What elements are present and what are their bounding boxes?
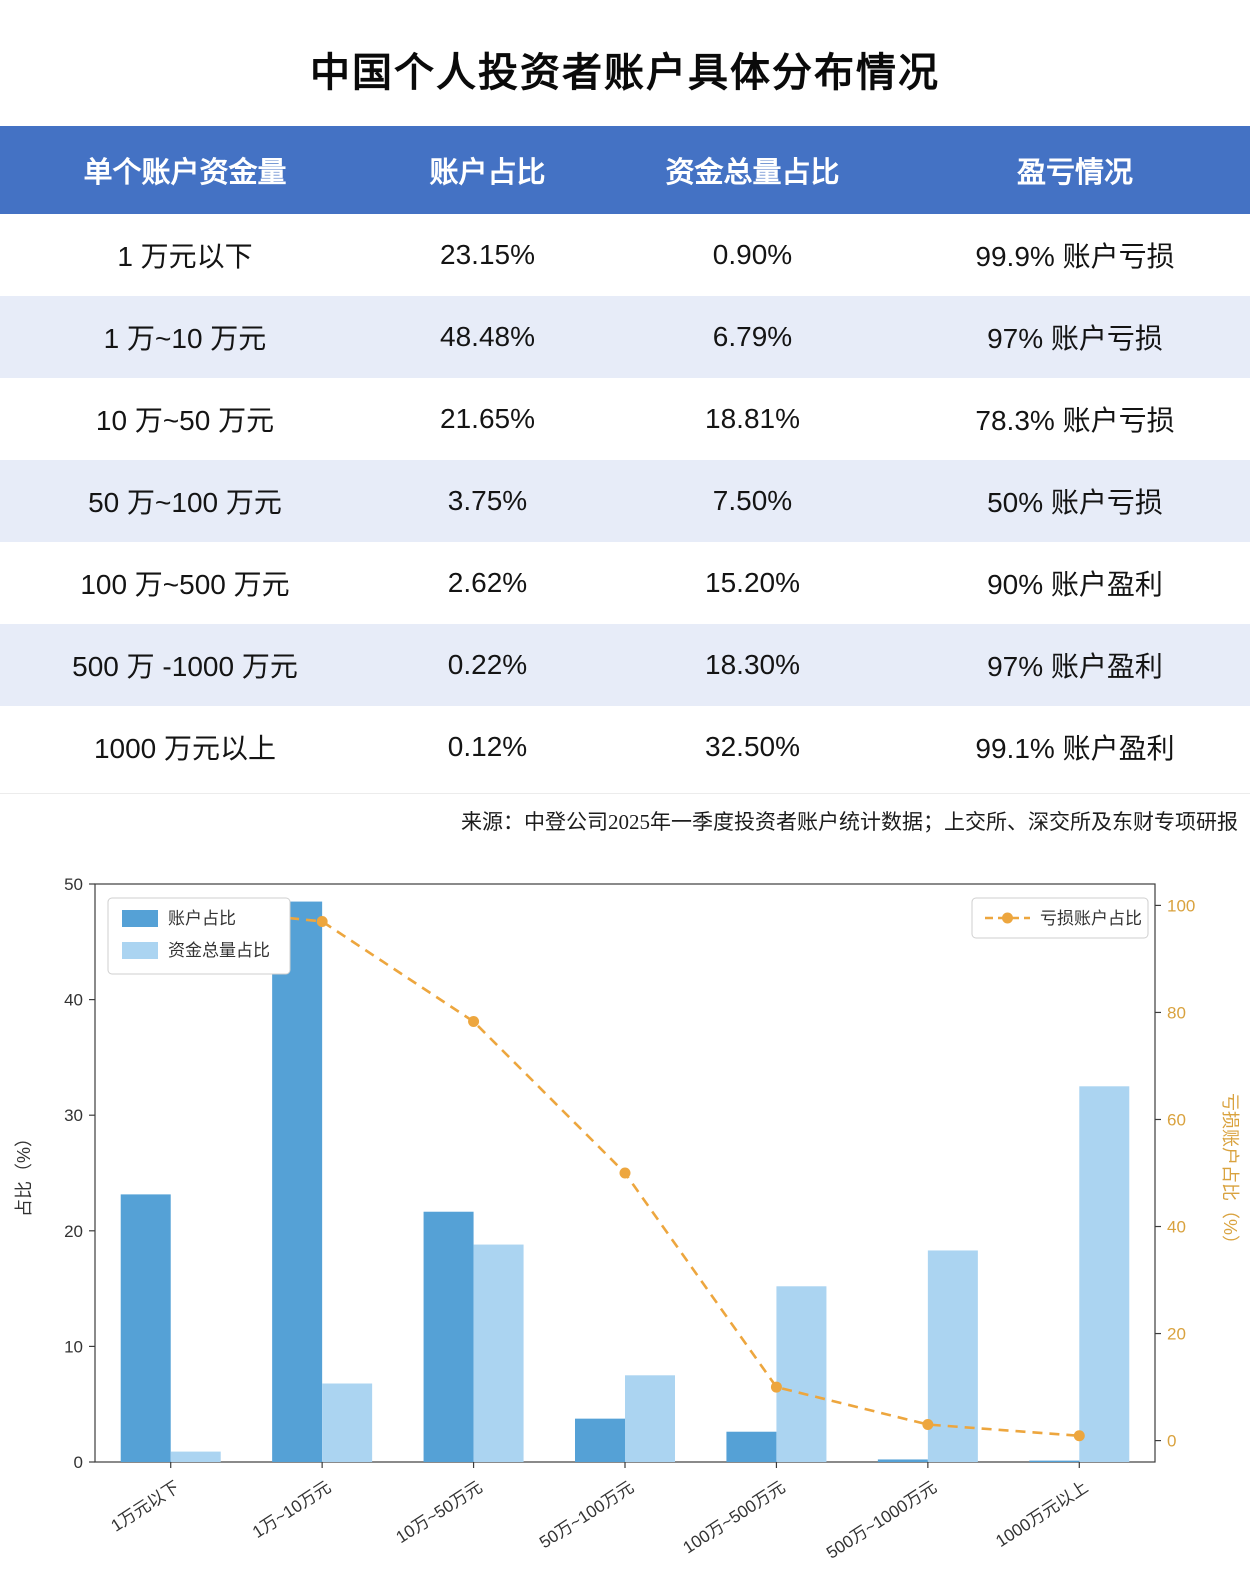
bar-account-share (726, 1431, 777, 1462)
data-source-note: 来源：中登公司2025年一季度投资者账户统计数据；上交所、深交所及东财专项研报 (0, 793, 1250, 836)
svg-text:40: 40 (1167, 1218, 1186, 1237)
bar-capital-share (170, 1451, 221, 1462)
bars-account-share (120, 901, 1080, 1462)
combo-chart: 0 10 20 30 40 50 0 20 40 60 80 100 1万元以下 1万~10万元 10万~5… (14, 875, 1240, 1563)
table-cell: 97% 账户盈利 (987, 651, 1163, 682)
bar-capital-share (625, 1375, 675, 1462)
svg-text:50万~100万元: 50万~100万元 (536, 1477, 637, 1552)
table-header-cell-account-size: 单个账户资金量 (83, 157, 287, 189)
bar-capital-share (322, 1383, 373, 1462)
table-cell: 10 万~50 万元 (95, 405, 275, 436)
table-cell: 15.20% (705, 567, 800, 598)
bar-capital-share (473, 1244, 524, 1462)
bar-account-share (120, 1194, 171, 1462)
svg-text:1万元以下: 1万元以下 (108, 1477, 183, 1535)
table-cell: 1 万~10 万元 (103, 323, 267, 354)
legend-swatch-account-share (122, 910, 158, 927)
table-cell: 500 万 -1000 万元 (72, 651, 298, 682)
table-cell: 50% 账户亏损 (987, 487, 1163, 518)
svg-text:1000万元以上: 1000万元以上 (992, 1477, 1091, 1551)
svg-text:20: 20 (64, 1222, 83, 1241)
table-header-cell-account-share: 账户占比 (429, 157, 546, 189)
table-header-cell-profit-loss: 盈亏情况 (1016, 157, 1133, 189)
table-cell: 1 万元以下 (117, 241, 253, 272)
bar-capital-share (1079, 1086, 1130, 1462)
table-cell: 6.79% (712, 321, 793, 352)
table-cell: 90% 账户盈利 (987, 569, 1163, 600)
svg-text:40: 40 (64, 991, 83, 1010)
table-row: 1 万~10 万元 48.48% 6.79% 97% 账户亏损 (0, 296, 1250, 378)
table-cell: 99.1% 账户盈利 (975, 733, 1175, 764)
distribution-table: 单个账户资金量 账户占比 资金总量占比 盈亏情况 1 万元以下 23.15% 0.9… (0, 126, 1250, 788)
table-header-cell-capital-share: 资金总量占比 (665, 157, 840, 189)
loss-rate-marker (316, 915, 328, 927)
bar-capital-share (927, 1250, 978, 1462)
table-body: 1 万元以下 23.15% 0.90% 99.9% 账户亏损 1 万~10 万元 48.4… (0, 214, 1250, 788)
table-cell: 48.48% (440, 321, 535, 352)
loss-rate-marker (1073, 1430, 1085, 1442)
bar-account-share (272, 901, 323, 1462)
svg-text:0: 0 (74, 1453, 83, 1472)
table-cell: 78.3% 账户亏损 (975, 405, 1175, 436)
svg-text:亏损账户占比: 亏损账户占比 (1040, 909, 1142, 928)
table-cell: 100 万~500 万元 (80, 569, 290, 600)
legend-line-marker (1002, 912, 1013, 924)
svg-text:亏损账户占比（%）: 亏损账户占比（%） (1220, 1093, 1240, 1253)
svg-text:80: 80 (1167, 1003, 1186, 1022)
table-cell: 1000 万元以上 (93, 733, 277, 764)
table-cell: 7.50% (712, 485, 793, 516)
table-cell: 18.30% (705, 649, 800, 680)
bar-account-share (877, 1459, 928, 1462)
svg-text:资金总量占比: 资金总量占比 (168, 941, 270, 960)
page-title: 中国个人投资者账户具体分布情况 (310, 51, 940, 95)
svg-text:20: 20 (1167, 1325, 1186, 1344)
legend-line: 亏损账户占比 (971, 897, 1149, 939)
table-cell: 97% 账户亏损 (987, 323, 1163, 354)
table-cell: 99.9% 账户亏损 (975, 241, 1175, 272)
loss-rate-marker (770, 1381, 782, 1393)
legend-swatch-capital-share (122, 942, 158, 959)
svg-text:10万~50万元: 10万~50万元 (393, 1477, 486, 1547)
table-cell: 23.15% (440, 239, 535, 270)
svg-text:占比（%）: 占比（%） (14, 1129, 34, 1217)
loss-rate-marker (619, 1167, 631, 1179)
loss-rate-marker (922, 1419, 934, 1431)
svg-text:10: 10 (64, 1337, 83, 1356)
table-cell: 18.81% (705, 403, 800, 434)
table-row: 100 万~500 万元 2.62% 15.20% 90% 账户盈利 (0, 542, 1250, 624)
table-cell: 0.12% (447, 731, 528, 762)
table-row: 1 万元以下 23.15% 0.90% 99.9% 账户亏损 (0, 214, 1250, 296)
table-cell: 0.90% (712, 239, 793, 270)
table-cell: 32.50% (705, 731, 800, 762)
table-row: 500 万 -1000 万元 0.22% 18.30% 97% 账户盈利 (0, 624, 1250, 706)
bar-account-share (423, 1211, 474, 1462)
table-cell: 21.65% (440, 403, 535, 434)
svg-text:50: 50 (64, 875, 83, 894)
chart-area: 0 10 20 30 40 50 0 20 40 60 80 100 1万元以下 1万~10万元 10万~5… (0, 842, 1250, 1584)
table-row: 10 万~50 万元 21.65% 18.81% 78.3% 账户亏损 (0, 378, 1250, 460)
table-cell: 0.22% (447, 649, 528, 680)
bar-account-share (1029, 1460, 1080, 1462)
svg-text:1万~10万元: 1万~10万元 (249, 1477, 334, 1542)
bar-account-share (575, 1418, 625, 1462)
bar-capital-share (776, 1286, 827, 1462)
svg-text:0: 0 (1167, 1432, 1176, 1451)
table-cell: 50 万~100 万元 (88, 487, 282, 518)
svg-text:账户占比: 账户占比 (168, 909, 236, 928)
svg-text:60: 60 (1167, 1110, 1186, 1129)
table-row: 50 万~100 万元 3.75% 7.50% 50% 账户亏损 (0, 460, 1250, 542)
svg-text:100万~500万元: 100万~500万元 (680, 1477, 789, 1557)
bars-capital-share (170, 1086, 1130, 1462)
svg-text:100: 100 (1167, 896, 1195, 915)
table-cell: 3.75% (447, 485, 528, 516)
svg-text:500万~1000万元: 500万~1000万元 (823, 1477, 940, 1562)
table-header-row: 单个账户资金量 账户占比 资金总量占比 盈亏情况 (0, 126, 1250, 214)
table-row: 1000 万元以上 0.12% 32.50% 99.1% 账户盈利 (0, 706, 1250, 788)
loss-rate-marker (468, 1016, 480, 1028)
svg-text:30: 30 (64, 1106, 83, 1125)
table-cell: 2.62% (447, 567, 528, 598)
